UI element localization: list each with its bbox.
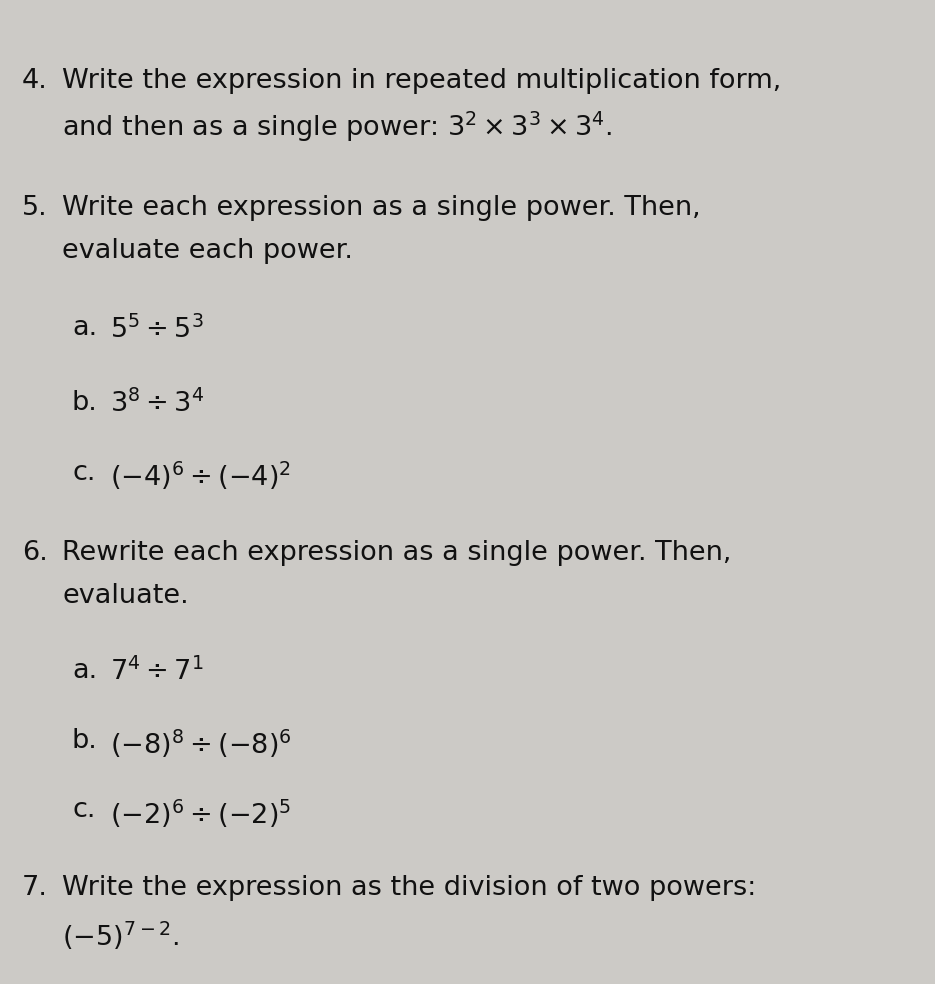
Text: $(-5)^{7-2}$.: $(-5)^{7-2}$. — [62, 920, 180, 953]
Text: c.: c. — [72, 460, 95, 486]
Text: Write the expression as the division of two powers:: Write the expression as the division of … — [62, 875, 756, 901]
Text: Rewrite each expression as a single power. Then,: Rewrite each expression as a single powe… — [62, 540, 731, 566]
Text: $3^8 \div 3^4$: $3^8 \div 3^4$ — [110, 390, 204, 418]
Text: a.: a. — [72, 315, 97, 341]
Text: a.: a. — [72, 658, 97, 684]
Text: 5.: 5. — [22, 195, 48, 221]
Text: $7^4 \div 7^1$: $7^4 \div 7^1$ — [110, 658, 204, 687]
Text: evaluate each power.: evaluate each power. — [62, 238, 352, 264]
Text: $(-4)^6 \div (-4)^2$: $(-4)^6 \div (-4)^2$ — [110, 460, 291, 493]
Text: $(-2)^6 \div (-2)^5$: $(-2)^6 \div (-2)^5$ — [110, 797, 292, 830]
Text: $5^5 \div 5^3$: $5^5 \div 5^3$ — [110, 315, 204, 343]
Text: 7.: 7. — [22, 875, 48, 901]
Text: c.: c. — [72, 797, 95, 823]
Text: 6.: 6. — [22, 540, 48, 566]
Text: Write each expression as a single power. Then,: Write each expression as a single power.… — [62, 195, 700, 221]
Text: and then as a single power: $3^2 \times 3^3 \times 3^4$.: and then as a single power: $3^2 \times … — [62, 110, 612, 145]
Text: b.: b. — [72, 390, 98, 416]
Text: 4.: 4. — [22, 68, 48, 94]
Text: $(-8)^8 \div (-8)^6$: $(-8)^8 \div (-8)^6$ — [110, 728, 292, 761]
Text: evaluate.: evaluate. — [62, 583, 189, 609]
Text: Write the expression in repeated multiplication form,: Write the expression in repeated multipl… — [62, 68, 782, 94]
Text: b.: b. — [72, 728, 98, 754]
